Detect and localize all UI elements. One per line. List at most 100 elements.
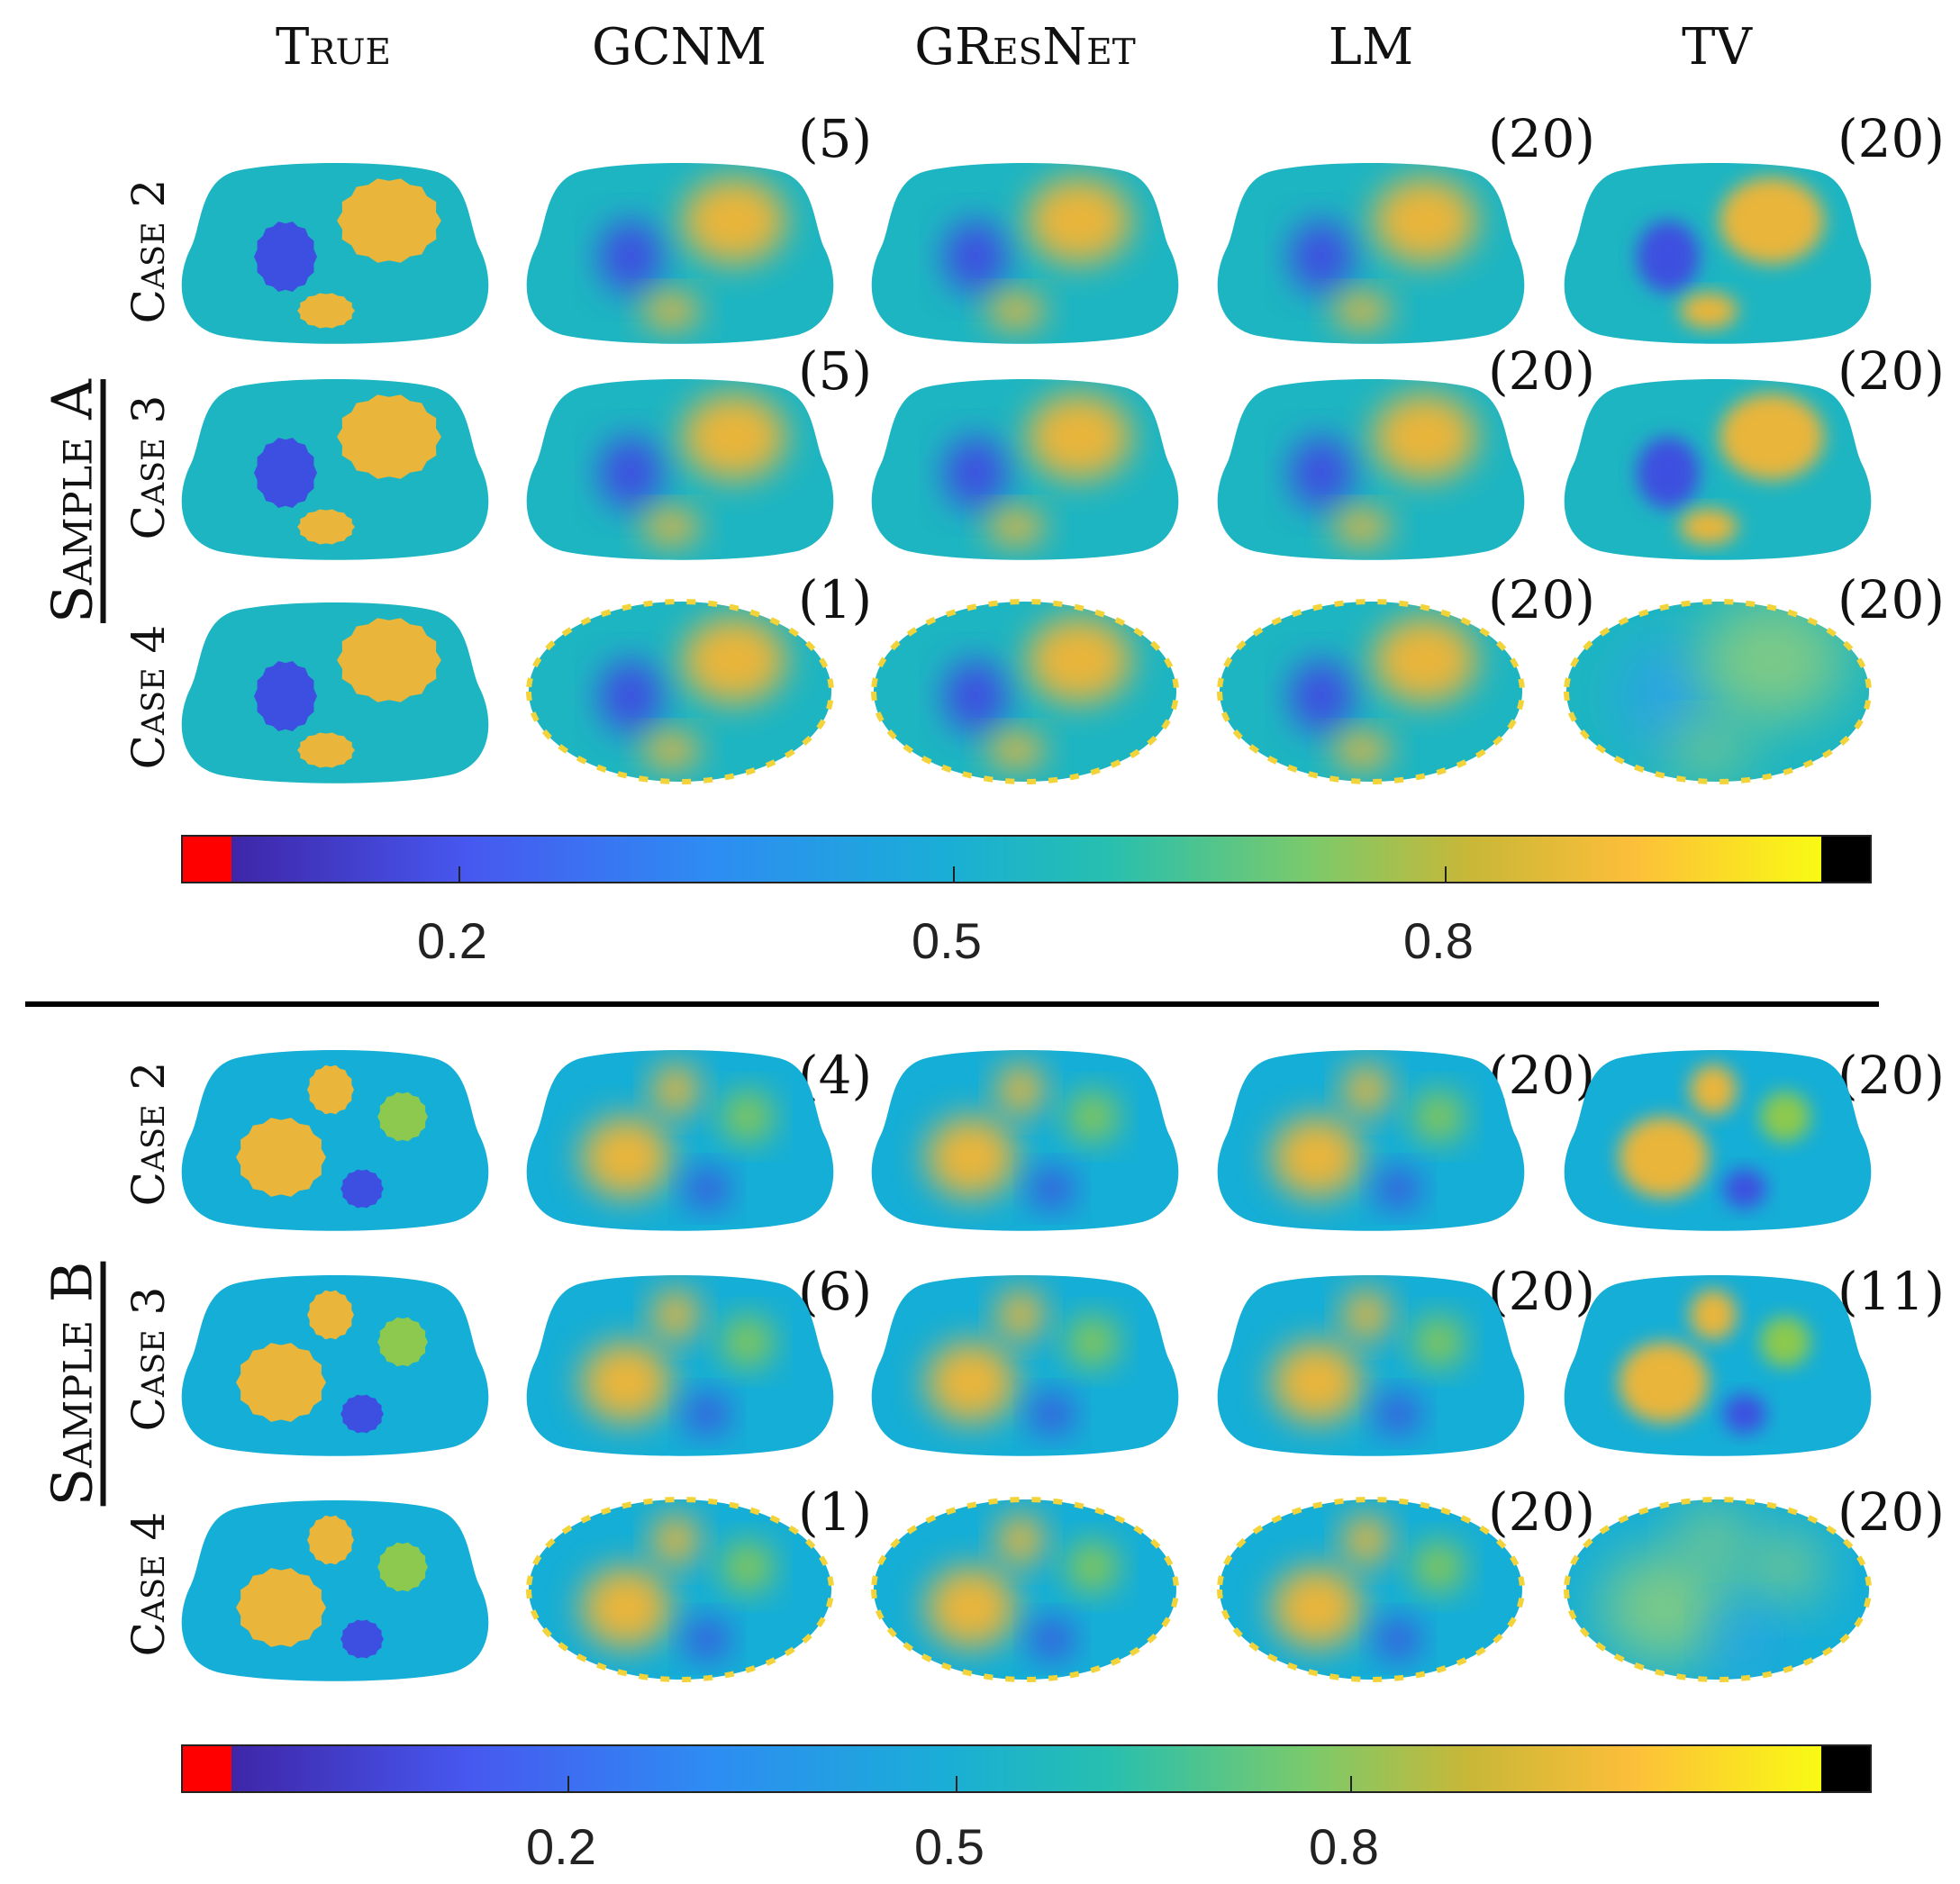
iter-a3-lm: (20) <box>1488 340 1596 402</box>
panel-b4-lm-region-3 <box>1376 1619 1420 1659</box>
panel-b4-true-region-0 <box>236 1568 326 1647</box>
panel-a3-gresnet <box>871 379 1179 560</box>
panel-b4-gresnet-region-3 <box>1030 1619 1074 1659</box>
panel-a2-gresnet-region-0 <box>944 221 1007 293</box>
panel-b4-tv-rim <box>1563 1497 1873 1682</box>
panel-b3-gcnm-region-1 <box>652 1290 699 1340</box>
panel-b2-tv-region-2 <box>1760 1091 1810 1142</box>
panel-a2-lm-region-2 <box>1333 293 1391 329</box>
panel-a4-true-region-2 <box>297 732 355 768</box>
panel-a4-lm-region-0 <box>1290 660 1353 732</box>
panel-a2-lm-region-0 <box>1290 221 1353 293</box>
panel-b4-gcnm-region-2 <box>722 1542 773 1592</box>
panel-b4-tv-content <box>1601 1504 1821 1667</box>
panel-b3-gcnm <box>526 1275 834 1456</box>
iter-b4-gcnm: (1) <box>798 1481 873 1543</box>
colorbar-a-over <box>1821 836 1871 883</box>
panel-a2-tv-region-2 <box>1680 293 1738 329</box>
panel-a2-true <box>181 163 489 344</box>
iter-a3-gcnm: (5) <box>798 340 873 402</box>
panel-a2-gcnm-region-0 <box>599 221 662 293</box>
panel-b4-lm-region-0 <box>1272 1567 1362 1648</box>
panel-b3-true-region-3 <box>340 1394 384 1434</box>
panel-b3-true-region-1 <box>307 1290 354 1340</box>
panel-b3-true-content <box>236 1290 428 1434</box>
panel-a4-tv-region-1 <box>1698 602 1846 721</box>
panel-b4-tv-region-1 <box>1680 1504 1747 1576</box>
panel-b3-true <box>181 1275 489 1456</box>
panel-b2-gresnet-region-2 <box>1067 1091 1118 1142</box>
panel-b3-gresnet-region-3 <box>1030 1394 1074 1434</box>
panel-a2-tv-region-1 <box>1720 177 1824 264</box>
panel-b3-gresnet-region-1 <box>997 1290 1044 1340</box>
panel-a4-gcnm <box>525 599 835 784</box>
column-header-gresnet: GResNet <box>914 18 1136 77</box>
panel-b4-tv <box>1563 1497 1873 1682</box>
panel-a4-gresnet <box>870 599 1180 784</box>
panel-b2-gresnet-region-3 <box>1030 1169 1074 1209</box>
panel-a4-gresnet-region-1 <box>1027 617 1131 703</box>
panel-b4-tv-region-3 <box>1714 1611 1775 1667</box>
panel-b2-gresnet <box>871 1050 1179 1231</box>
panel-b2-true <box>181 1050 489 1231</box>
panel-a3-tv-region-1 <box>1720 394 1824 480</box>
panel-b2-gresnet-region-1 <box>997 1064 1044 1115</box>
panel-b2-lm-content <box>1272 1064 1464 1209</box>
colorbar-b-over <box>1821 1745 1871 1792</box>
panel-a4-tv-region-0 <box>1624 646 1712 747</box>
panel-a4-lm-rim <box>1216 599 1526 784</box>
panel-b4-gresnet-content <box>926 1515 1118 1659</box>
colorbar-b-frame <box>181 1744 1872 1793</box>
panel-a2-lm-content <box>1290 177 1477 329</box>
panel-b2-tv-content <box>1619 1064 1810 1209</box>
panel-a4-gcnm-region-1 <box>682 617 786 703</box>
panel-a3-lm-region-0 <box>1290 437 1353 509</box>
panel-a3-lm-region-1 <box>1373 394 1477 480</box>
panel-a2-gresnet-region-1 <box>1027 177 1131 264</box>
panel-b2-lm <box>1217 1050 1525 1231</box>
colorbar-b-label-2: 0.5 <box>914 1818 985 1875</box>
panel-b2-true-region-3 <box>340 1169 384 1209</box>
panel-a3-tv <box>1564 379 1872 560</box>
panel-a2-gcnm-region-1 <box>682 177 786 264</box>
panel-b2-gcnm-region-3 <box>685 1169 729 1209</box>
panel-b4-lm-region-2 <box>1413 1542 1464 1592</box>
panel-a2-true-region-0 <box>254 222 317 292</box>
panel-a3-gcnm-region-2 <box>642 509 700 545</box>
panel-b4-gcnm <box>525 1497 835 1682</box>
panel-a3-true-region-2 <box>297 509 355 545</box>
panel-a4-true <box>181 602 489 783</box>
panel-b4-tv-region-0 <box>1601 1551 1727 1664</box>
iter-a4-lm: (20) <box>1488 569 1596 630</box>
panel-b3-tv-region-0 <box>1619 1342 1709 1423</box>
panel-b4-true-region-3 <box>340 1619 384 1659</box>
panel-b3-lm <box>1217 1275 1525 1456</box>
panel-b2-gcnm-region-0 <box>581 1117 671 1198</box>
panel-b3-gcnm-region-0 <box>581 1342 671 1423</box>
panel-b3-lm-region-3 <box>1376 1394 1420 1434</box>
panel-b4-gresnet-rim <box>870 1497 1180 1682</box>
panel-a2-tv-content <box>1637 177 1824 329</box>
panel-a2-tv-region-0 <box>1637 221 1700 293</box>
colorbar-a <box>181 835 1872 883</box>
panel-b3-lm-region-0 <box>1272 1342 1362 1423</box>
panel-b2-gresnet-content <box>926 1064 1118 1209</box>
panel-b3-tv-region-2 <box>1760 1317 1810 1367</box>
iter-b2-tv: (20) <box>1838 1045 1946 1106</box>
column-header-gcnm: GCNM <box>592 18 767 77</box>
panel-b4-lm-content <box>1272 1515 1464 1659</box>
panel-a2-gresnet-content <box>944 177 1131 329</box>
colorbar-a-gradient <box>231 836 1821 883</box>
panel-a4-true-region-0 <box>254 661 317 731</box>
panel-b4-lm <box>1216 1497 1526 1682</box>
panel-a2-lm-region-1 <box>1373 177 1477 264</box>
panel-b3-gresnet-region-2 <box>1067 1317 1118 1367</box>
iter-a2-gcnm: (5) <box>798 108 873 169</box>
panel-b4-gcnm-region-0 <box>581 1567 671 1648</box>
panel-a3-lm-region-2 <box>1333 509 1391 545</box>
panel-b3-tv <box>1564 1275 1872 1456</box>
iter-a2-tv: (20) <box>1838 108 1946 169</box>
panel-a2-tv <box>1564 163 1872 344</box>
panel-b3-tv-region-3 <box>1723 1394 1766 1434</box>
